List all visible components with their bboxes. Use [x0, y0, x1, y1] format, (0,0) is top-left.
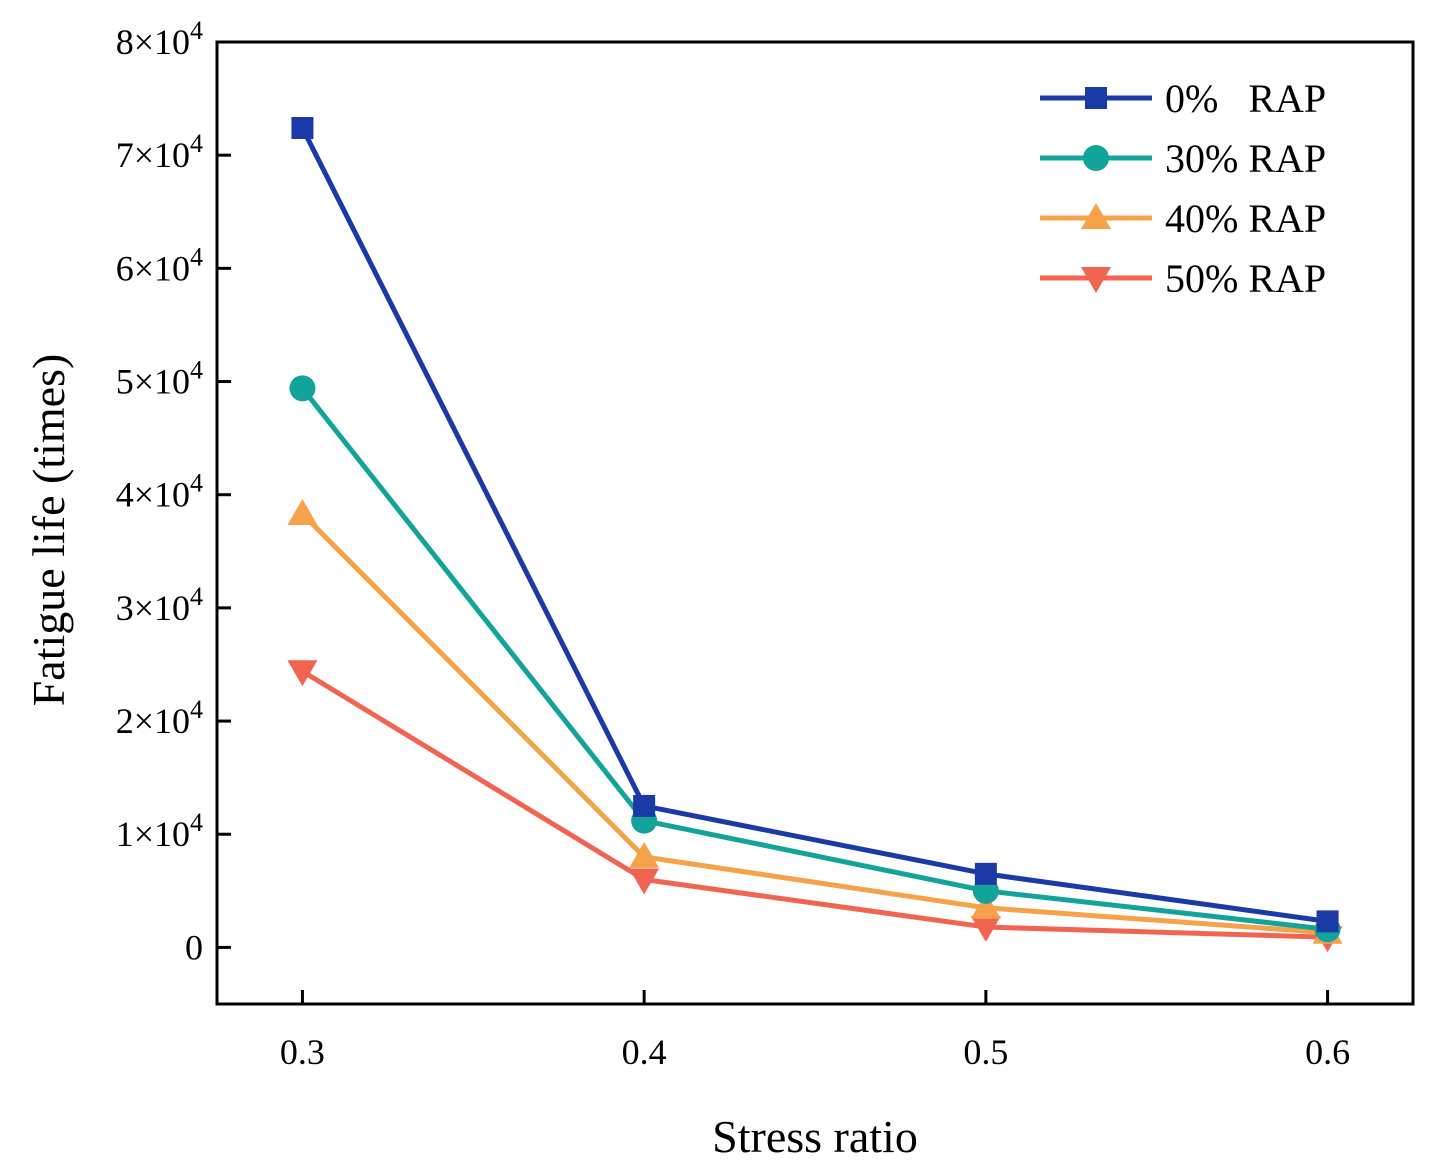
- legend-label: 40% RAP: [1165, 196, 1326, 241]
- data-point: [629, 841, 660, 868]
- y-tick-label: 0: [185, 927, 203, 967]
- legend-item-1: 0% RAP: [1040, 76, 1326, 121]
- data-point: [633, 794, 656, 817]
- legend-item-3: 40% RAP: [1040, 196, 1326, 241]
- y-tick-label: 1×104: [116, 808, 203, 854]
- legend-marker: [1085, 87, 1107, 109]
- series-line: [300, 126, 1328, 924]
- x-tick-label: 0.5: [963, 1032, 1008, 1072]
- y-tick-label: 3×104: [116, 582, 203, 628]
- data-point: [970, 916, 1001, 943]
- data-point: [629, 868, 660, 895]
- data-point: [287, 498, 318, 525]
- x-tick-label: 0.3: [280, 1032, 325, 1072]
- legend-item-4: 50% RAP: [1040, 256, 1326, 301]
- series-line: [300, 386, 1328, 932]
- data-point: [974, 862, 997, 885]
- legend-label: 0% RAP: [1165, 76, 1326, 121]
- legend-item-2: 30% RAP: [1040, 136, 1326, 181]
- series-4: [287, 660, 1343, 953]
- series-line: [300, 512, 1328, 936]
- data-point: [291, 117, 314, 140]
- data-point: [1316, 910, 1339, 933]
- y-tick-label: 5×104: [116, 356, 203, 402]
- legend-marker: [1083, 145, 1109, 171]
- y-tick-label: 8×104: [116, 16, 203, 62]
- series-layer: [287, 117, 1343, 953]
- plot-frame: [215, 40, 1415, 1006]
- x-axis-ticks: 0.3 0.4 0.5 0.6: [280, 990, 1350, 1072]
- y-axis-title: Fatigue life (times): [23, 354, 74, 707]
- x-axis-title: Stress ratio: [712, 1111, 918, 1162]
- y-tick-label: 7×104: [116, 129, 203, 175]
- y-tick-label: 6×104: [116, 242, 203, 288]
- data-point: [289, 375, 316, 402]
- legend-label: 30% RAP: [1165, 136, 1326, 181]
- legend-marker: [1081, 203, 1111, 229]
- legend-label: 50% RAP: [1165, 256, 1326, 301]
- x-tick-label: 0.4: [622, 1032, 667, 1072]
- y-tick-label: 4×104: [116, 469, 203, 515]
- series-1: [291, 117, 1339, 933]
- x-tick-label: 0.6: [1305, 1032, 1350, 1072]
- legend-marker: [1081, 267, 1111, 293]
- y-tick-label: 2×104: [116, 695, 203, 741]
- data-point: [287, 660, 318, 687]
- legend: 0% RAP 30% RAP 40% RAP 50% RAP: [1040, 76, 1326, 301]
- y-axis-ticks: 0 1×104 2×104 3×104 4×104 5×104 6×104 7×104 8×10…: [116, 16, 231, 967]
- series-line: [301, 669, 1328, 940]
- data-point: [970, 892, 1001, 919]
